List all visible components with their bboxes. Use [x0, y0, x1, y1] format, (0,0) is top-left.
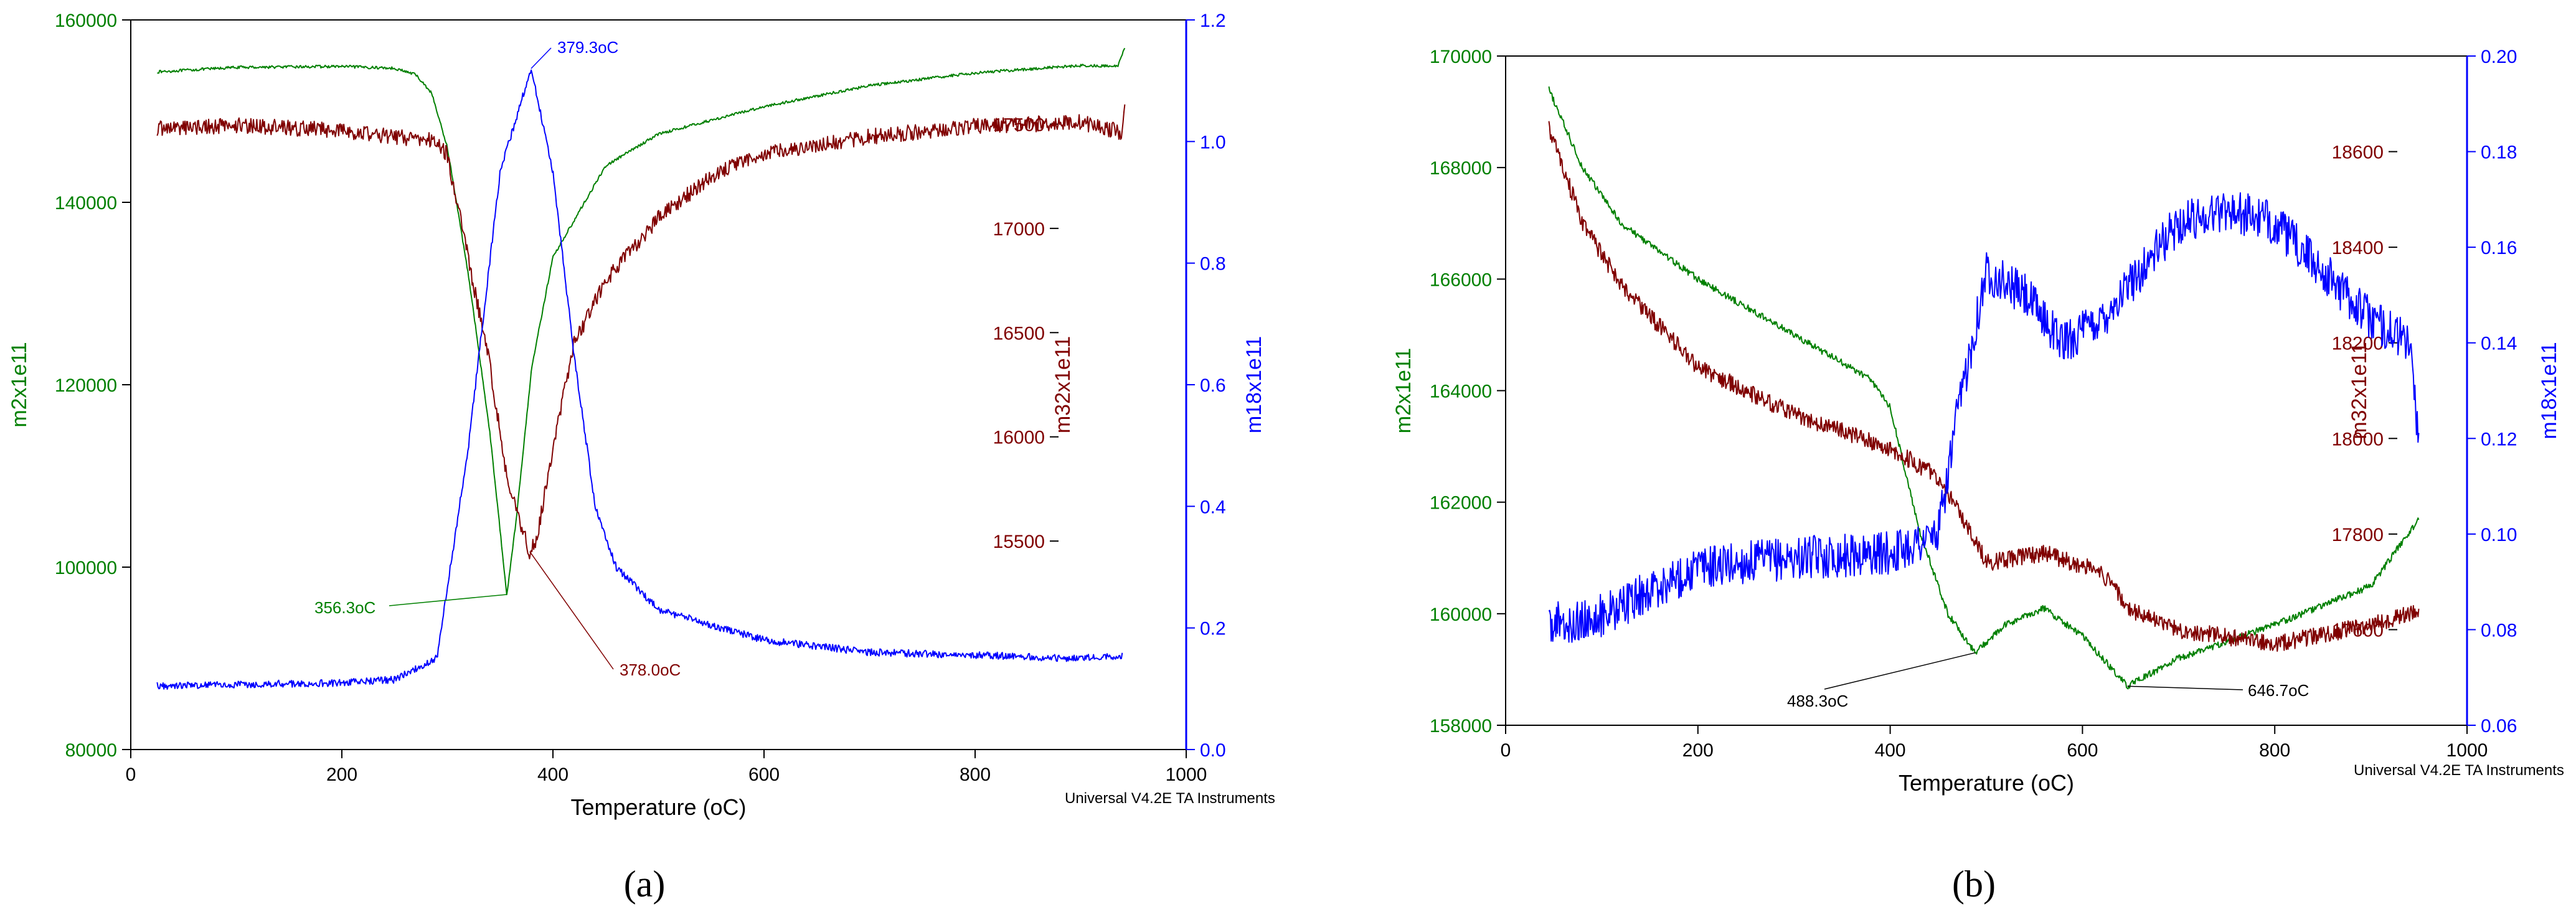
- y-tick-label-m2: 170000: [1430, 47, 1492, 67]
- y-tick-label-m2: 100000: [55, 558, 117, 578]
- y-axis-label-m32: m32x1e11: [1051, 336, 1075, 433]
- x-tick-label: 0: [126, 764, 136, 785]
- y-tick-label-m2: 140000: [55, 193, 117, 214]
- y-tick-label-m2: 166000: [1430, 270, 1492, 290]
- chart-panel-b: 0 200 400 600 800 1000 Temperature (oC) Univers…: [1392, 47, 2564, 905]
- y-tick-label-m2: 162000: [1430, 493, 1492, 514]
- y-axis-label-m18: m18x1e11: [2537, 342, 2561, 439]
- y-tick-label-m2: 160000: [55, 11, 117, 31]
- y-axis-label-m32: m32x1e11: [2347, 342, 2371, 439]
- annotation-leader: [529, 551, 614, 670]
- x-tick-label: 1000: [2446, 740, 2488, 761]
- annotation-label: 646.7oC: [2248, 681, 2309, 700]
- y-tick-label-m32: 18400: [2332, 238, 2384, 258]
- y-tick-label-m2: 168000: [1430, 158, 1492, 179]
- series-line-m18: [1548, 192, 2420, 643]
- y-tick-label-m18: 0.14: [2481, 334, 2517, 354]
- series-line-m18: [156, 69, 1123, 690]
- y-tick-label-m32: 18000: [2332, 429, 2384, 449]
- y-tick-label-m32: 17800: [2332, 525, 2384, 545]
- series-line-m32: [1548, 121, 2420, 652]
- y-tick-label-m2: 80000: [65, 740, 117, 761]
- y-tick-label-m32: 17000: [993, 219, 1045, 240]
- annotation-label: 488.3oC: [1787, 692, 1848, 710]
- x-tick-label: 600: [748, 764, 780, 785]
- x-axis-label: Temperature (oC): [570, 794, 746, 820]
- y-tick-label-m18: 0.8: [1200, 254, 1226, 275]
- y-tick-label-m18: 1.0: [1200, 132, 1226, 153]
- x-tick-label: 400: [537, 764, 569, 785]
- annotation-leader: [389, 594, 507, 606]
- x-tick-label: 1000: [1166, 764, 1207, 785]
- x-tick-label: 0: [1501, 740, 1511, 761]
- panel-label: (a): [624, 863, 666, 905]
- y-tick-label-m18: 0.08: [2481, 620, 2517, 641]
- series-line-m2: [1548, 86, 2420, 690]
- y-tick-label-m18: 0.6: [1200, 375, 1226, 396]
- y-tick-label-m18: 0.16: [2481, 238, 2517, 258]
- x-tick-label: 200: [1682, 740, 1714, 761]
- y-axis-label-m2: m2x1e11: [7, 342, 31, 427]
- series-line-m2: [157, 47, 1126, 596]
- y-tick-label-m32: 15500: [993, 532, 1045, 552]
- y-tick-label-m18: 0.18: [2481, 143, 2517, 163]
- annotation-label: 379.3oC: [557, 38, 618, 57]
- annotation-label: 378.0oC: [620, 661, 681, 679]
- y-tick-label-m18: 0.2: [1200, 619, 1226, 639]
- y-tick-label-m18: 1.2: [1200, 11, 1226, 31]
- y-tick-label-m2: 120000: [55, 375, 117, 396]
- y-tick-label-m32: 16000: [993, 428, 1045, 448]
- y-axis-label-m18: m18x1e11: [1242, 336, 1266, 433]
- x-tick-label: 200: [326, 764, 357, 785]
- y-tick-label-m2: 160000: [1430, 604, 1492, 625]
- annotation-leader: [1824, 652, 1976, 690]
- x-tick-label: 800: [2259, 740, 2290, 761]
- y-tick-label-m18: 0.20: [2481, 47, 2517, 67]
- y-tick-label-m2: 164000: [1430, 382, 1492, 402]
- series-line-m32: [156, 104, 1126, 560]
- chart-panel-a: 0 200 400 600 800 1000 Temperature (oC) Univers…: [7, 11, 1275, 905]
- plot-frame: [1505, 55, 2468, 726]
- x-tick-label: 800: [960, 764, 991, 785]
- y-tick-label-m18: 0.06: [2481, 716, 2517, 736]
- x-tick-label: 400: [1875, 740, 1906, 761]
- y-axis-label-m2: m2x1e11: [1392, 348, 1415, 433]
- y-tick-label-m18: 0.12: [2481, 429, 2517, 449]
- x-tick-label: 600: [2067, 740, 2098, 761]
- annotation-label: 356.3oC: [314, 598, 375, 617]
- panel-label: (b): [1952, 863, 1996, 905]
- y-tick-label-m32: 16500: [993, 323, 1045, 344]
- annotation-leader: [531, 47, 552, 69]
- y-tick-label-m18: 0.0: [1200, 740, 1226, 761]
- instrument-footer: Universal V4.2E TA Instruments: [2354, 762, 2564, 779]
- y-tick-label-m32: 18600: [2332, 143, 2384, 163]
- annotation-leader: [2127, 685, 2243, 690]
- y-tick-label-m18: 0.10: [2481, 525, 2517, 545]
- y-tick-label-m2: 158000: [1430, 716, 1492, 736]
- y-tick-label-m18: 0.4: [1200, 497, 1226, 517]
- y-tick-label-m32: 18200: [2332, 334, 2384, 354]
- instrument-footer: Universal V4.2E TA Instruments: [1065, 790, 1275, 807]
- x-axis-label: Temperature (oC): [1899, 770, 2074, 796]
